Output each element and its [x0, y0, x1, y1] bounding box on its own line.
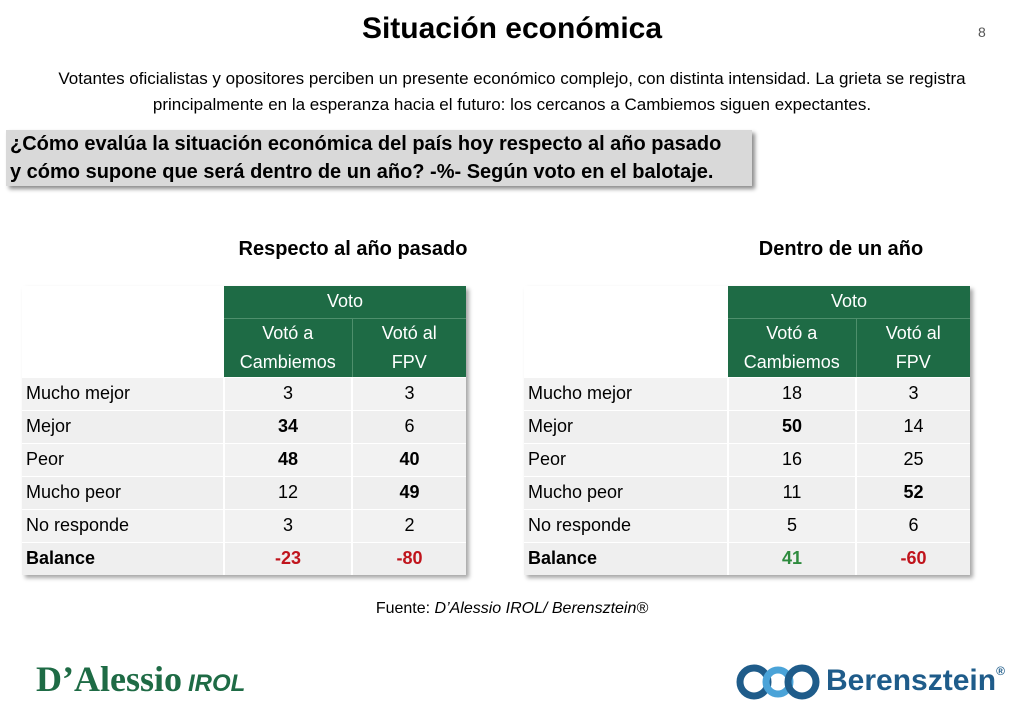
- table-row: Mucho mejor 18 3: [524, 376, 970, 410]
- cell-cambiemos: 18: [727, 376, 856, 410]
- berensztein-logo: Berensztein®: [736, 662, 1005, 702]
- question-line-2: y cómo supone que será dentro de un año?…: [10, 161, 714, 183]
- row-label: Mejor: [22, 409, 224, 443]
- table-past: Voto Votó a Cambiemos Votó al FPV Mucho …: [22, 286, 466, 575]
- page-number: 8: [978, 24, 986, 40]
- row-label: Mejor: [524, 409, 728, 443]
- table-row-balance: Balance -23 -80: [22, 541, 466, 575]
- table-row: Peor 48 40: [22, 442, 466, 476]
- cell-fpv: 14: [855, 409, 970, 443]
- table-row: Mejor 34 6: [22, 409, 466, 443]
- berensztein-logo-text: Berensztein®: [826, 664, 1005, 698]
- page-title: Situación económica: [361, 12, 663, 45]
- dalessio-logo-text: D’Alessio: [36, 659, 182, 699]
- row-label: Balance: [524, 541, 728, 575]
- column-header-fpv: Votó al FPV: [351, 317, 466, 377]
- column-header-line: Cambiemos: [743, 351, 840, 372]
- column-header-line: Cambiemos: [239, 351, 336, 372]
- cell-fpv: 52: [855, 475, 970, 509]
- cell-cambiemos: 3: [223, 376, 352, 410]
- table-corner: [22, 318, 224, 377]
- berensztein-logo-icon: [736, 664, 820, 700]
- column-header-line: FPV: [895, 351, 931, 372]
- row-label: Mucho mejor: [524, 376, 728, 410]
- table-corner: [524, 318, 728, 377]
- section-title-past: Respecto al año pasado: [238, 238, 468, 260]
- column-header-line: Votó al: [381, 322, 437, 343]
- cell-fpv: 3: [855, 376, 970, 410]
- cell-fpv: 3: [351, 376, 466, 410]
- cell-cambiemos: 16: [727, 442, 856, 476]
- cell-cambiemos: 12: [223, 475, 352, 509]
- table-group-header: Voto: [224, 286, 466, 318]
- berensztein-name: Berensztein: [826, 664, 997, 697]
- table-row: Mucho mejor 3 3: [22, 376, 466, 410]
- row-label: No responde: [524, 508, 728, 542]
- row-label: Mucho mejor: [22, 376, 224, 410]
- row-label: Mucho peor: [524, 475, 728, 509]
- cell-cambiemos: 41: [727, 541, 856, 575]
- column-header-line: Votó al: [885, 322, 941, 343]
- column-header-cambiemos: Votó a Cambiemos: [224, 317, 352, 377]
- cell-cambiemos: 11: [727, 475, 856, 509]
- cell-fpv: 40: [351, 442, 466, 476]
- dalessio-logo: D’Alessio IROL: [36, 658, 245, 700]
- irol-logo-text: IROL: [188, 670, 246, 697]
- section-title-future: Dentro de un año: [758, 238, 924, 260]
- table-group-header: Voto: [728, 286, 970, 318]
- question-line-1: ¿Cómo evalúa la situación económica del …: [10, 133, 722, 155]
- column-header-line: FPV: [391, 351, 427, 372]
- cell-cambiemos: 5: [727, 508, 856, 542]
- table-row: Mucho peor 11 52: [524, 475, 970, 509]
- column-header-cambiemos: Votó a Cambiemos: [728, 317, 856, 377]
- source-label: Fuente:: [375, 600, 435, 617]
- table-corner: [22, 286, 224, 318]
- table-row: No responde 5 6: [524, 508, 970, 542]
- table-row: Mejor 50 14: [524, 409, 970, 443]
- source-text: D’Alessio IROL/ Berensztein®: [434, 600, 649, 617]
- cell-fpv: 49: [351, 475, 466, 509]
- cell-fpv: 6: [855, 508, 970, 542]
- source-note: Fuente: D’Alessio IROL/ Berensztein®: [0, 600, 1024, 618]
- cell-cambiemos: 34: [223, 409, 352, 443]
- column-header-line: Votó a: [262, 322, 314, 343]
- cell-cambiemos: 3: [223, 508, 352, 542]
- cell-fpv: -80: [351, 541, 466, 575]
- cell-cambiemos: 50: [727, 409, 856, 443]
- cell-fpv: -60: [855, 541, 970, 575]
- cell-fpv: 2: [351, 508, 466, 542]
- question-box: ¿Cómo evalúa la situación económica del …: [6, 130, 752, 186]
- cell-cambiemos: 48: [223, 442, 352, 476]
- row-label: Peor: [524, 442, 728, 476]
- table-corner: [524, 286, 728, 318]
- row-label: Balance: [22, 541, 224, 575]
- cell-cambiemos: -23: [223, 541, 352, 575]
- subtitle: Votantes oficialistas y opositores perci…: [58, 69, 966, 114]
- column-header-line: Votó a: [766, 322, 818, 343]
- cell-fpv: 6: [351, 409, 466, 443]
- row-label: Peor: [22, 442, 224, 476]
- cell-fpv: 25: [855, 442, 970, 476]
- table-row-balance: Balance 41 -60: [524, 541, 970, 575]
- table-row: Peor 16 25: [524, 442, 970, 476]
- row-label: No responde: [22, 508, 224, 542]
- row-label: Mucho peor: [22, 475, 224, 509]
- column-header-fpv: Votó al FPV: [855, 317, 970, 377]
- table-future: Voto Votó a Cambiemos Votó al FPV Mucho …: [524, 286, 970, 575]
- table-row: No responde 3 2: [22, 508, 466, 542]
- table-row: Mucho peor 12 49: [22, 475, 466, 509]
- registered-mark: ®: [996, 664, 1005, 678]
